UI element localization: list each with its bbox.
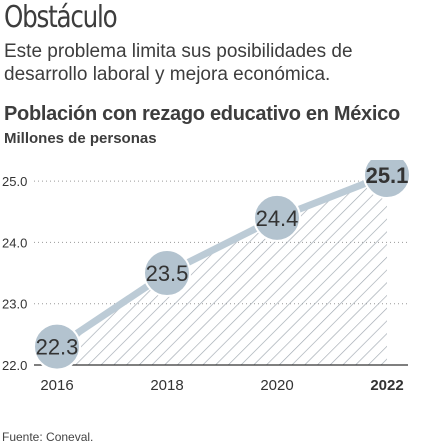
- source-note: Fuente: Coneval.: [2, 430, 94, 444]
- x-tick-label: 2018: [150, 377, 183, 394]
- chart-title: Población con rezago educativo en México: [4, 103, 400, 125]
- page-subtitle: Este problema limita sus posibilidades d…: [4, 41, 353, 85]
- data-point: [143, 249, 191, 298]
- data-point: [363, 160, 411, 199]
- y-tick-label: 23.0: [2, 297, 27, 312]
- series-line: [55, 171, 389, 350]
- data-point: [253, 193, 301, 242]
- x-tick-label: 2020: [260, 377, 293, 394]
- data-label: 24.4: [256, 206, 299, 231]
- page-title: Obstáculo: [4, 0, 118, 35]
- data-label: 22.3: [36, 335, 79, 360]
- chart-subtitle: Millones de personas: [4, 130, 157, 147]
- y-tick-label: 22.0: [2, 358, 27, 373]
- data-label: 23.5: [146, 261, 189, 286]
- y-tick-label: 25.0: [2, 174, 27, 189]
- data-label: 25.1: [366, 163, 409, 188]
- x-tick-label: 2022: [370, 377, 403, 394]
- x-tick-label: 2016: [40, 377, 73, 394]
- area-fill: [57, 174, 387, 365]
- y-tick-label: 24.0: [2, 235, 27, 250]
- data-point: [33, 322, 81, 371]
- area-chart: 25.0 24.0 23.0 22.0 22.3 23.5 24.4 25.1 2016 201…: [2, 160, 411, 394]
